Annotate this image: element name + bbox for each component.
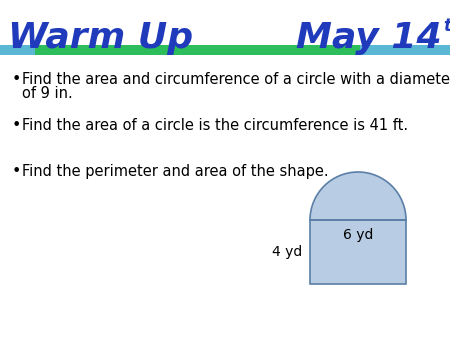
Bar bbox=[0, 45, 450, 55]
Text: •: • bbox=[12, 118, 22, 133]
Text: Find the perimeter and area of the shape.: Find the perimeter and area of the shape… bbox=[22, 164, 328, 179]
Text: 6 yd: 6 yd bbox=[343, 228, 373, 242]
Text: Find the area and circumference of a circle with a diameter: Find the area and circumference of a cir… bbox=[22, 72, 450, 87]
Text: Find the area of a circle is the circumference is 41 ft.: Find the area of a circle is the circumf… bbox=[22, 118, 408, 133]
Text: •: • bbox=[12, 164, 22, 179]
Bar bbox=[35, 45, 360, 55]
Bar bbox=[310, 220, 406, 284]
Text: Warm Up: Warm Up bbox=[8, 21, 193, 55]
Text: th: th bbox=[443, 17, 450, 35]
Text: May 14: May 14 bbox=[297, 21, 442, 55]
Text: 4 yd: 4 yd bbox=[272, 245, 302, 259]
Wedge shape bbox=[310, 172, 406, 220]
Text: of 9 in.: of 9 in. bbox=[22, 86, 73, 101]
Text: •: • bbox=[12, 72, 22, 87]
